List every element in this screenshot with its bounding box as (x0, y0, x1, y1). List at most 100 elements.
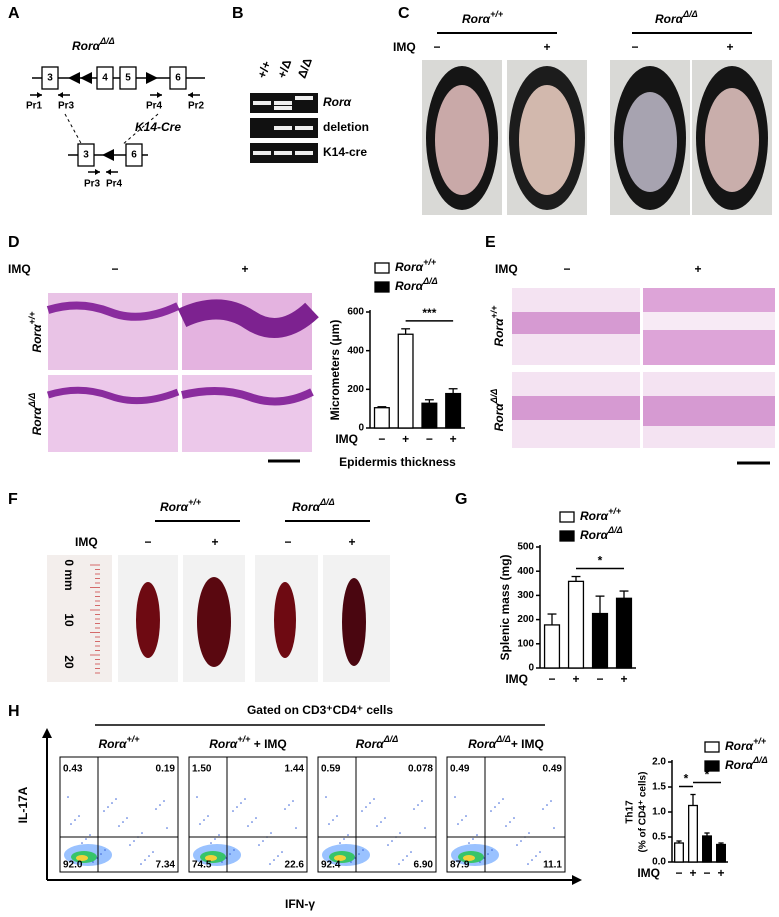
genotype-label: RorαΔ/Δ (292, 497, 335, 514)
event (417, 804, 419, 806)
event (210, 842, 212, 844)
legend-swatch (374, 262, 390, 274)
exon-label: 3 (83, 150, 89, 161)
event (505, 825, 507, 827)
y-tick-label: 200 (347, 384, 364, 395)
event (539, 851, 541, 853)
bar (373, 407, 390, 429)
legend-label: RorαΔ/Δ (580, 525, 623, 542)
genotype-sup: Δ/Δ (607, 525, 623, 535)
event (74, 819, 76, 821)
genotype-suffix: + IMQ (250, 737, 286, 751)
genotype-sup: +/+ (753, 736, 767, 746)
y-tick-label: 2.0 (652, 757, 666, 768)
event (380, 821, 382, 823)
treatment-label: IMQ (75, 535, 98, 549)
gel-band (253, 151, 271, 155)
quadrant-value: 92.4 (321, 860, 341, 871)
event (479, 861, 481, 863)
event (465, 815, 467, 817)
spleen (342, 578, 366, 666)
treatment-sign: + (348, 535, 355, 549)
gel-band (295, 126, 313, 130)
band-label: Rorα (323, 95, 352, 109)
event (531, 859, 533, 861)
epidermis (46, 301, 180, 321)
genotype-base: Rorα (725, 739, 754, 753)
exon (169, 66, 187, 90)
significance-label: *** (422, 306, 436, 320)
y-axis-label: Splenic mass (mg) (498, 554, 512, 660)
treatment-label: IMQ (393, 40, 416, 54)
quadrant-value: 1.50 (192, 764, 212, 775)
legend-label: Rorα+/+ (580, 506, 622, 523)
treatment-sign: − (284, 535, 291, 549)
event (225, 857, 227, 859)
quadrant-value: 0.49 (450, 764, 470, 775)
epidermis (177, 299, 319, 338)
legend-label: Rorα+/+ (395, 257, 437, 274)
x-axis-label: Epidermis thickness (339, 455, 456, 469)
y-tick-label: 0 (528, 663, 534, 674)
histology (48, 375, 178, 452)
event (413, 808, 415, 810)
event (258, 844, 260, 846)
density (205, 855, 217, 861)
treatment-sign: − (631, 40, 638, 54)
exon-label: 5 (125, 73, 131, 84)
arrow-head (42, 728, 52, 738)
genotype-sup: Δ/Δ (99, 36, 115, 46)
panel-label: D (8, 234, 20, 251)
treatment-sign: + (211, 535, 218, 549)
belly (705, 88, 759, 192)
event (325, 796, 327, 798)
y-tick-label: 200 (517, 614, 534, 625)
exon (41, 66, 59, 90)
y-tick-label: 1.0 (652, 807, 666, 818)
treatment-sign: + (694, 262, 701, 276)
quadrant-value: 0.49 (543, 764, 563, 775)
event (96, 857, 98, 859)
gel-band (274, 126, 292, 130)
bar (591, 612, 609, 669)
event (398, 863, 400, 865)
lane-label: Δ/Δ (295, 56, 315, 80)
treatment-sign: + (726, 40, 733, 54)
genotype-base: Rorα (395, 279, 424, 293)
gel-band (274, 101, 292, 105)
event (133, 840, 135, 842)
event (424, 827, 426, 829)
x-tick-label: − (675, 866, 682, 880)
event (269, 863, 271, 865)
x-tick-label: + (402, 432, 409, 446)
ruler (47, 555, 112, 682)
event (155, 808, 157, 810)
event (70, 823, 72, 825)
quadrant-value: 92.0 (63, 860, 83, 871)
event (85, 838, 87, 840)
event (221, 861, 223, 863)
event (284, 808, 286, 810)
event (373, 798, 375, 800)
event (152, 851, 154, 853)
treatment-sign: − (144, 535, 151, 549)
tissue (512, 396, 640, 420)
belly (519, 85, 575, 195)
event (362, 849, 364, 851)
genotype-sup: +/+ (423, 257, 437, 267)
event (229, 853, 231, 855)
event (144, 859, 146, 861)
genotype-sup: +/+ (27, 311, 37, 325)
event (288, 804, 290, 806)
event (140, 863, 142, 865)
exon-label: 3 (47, 73, 53, 84)
legend-label: RorαΔ/Δ (725, 755, 768, 772)
error-bar (571, 575, 581, 582)
event (354, 857, 356, 859)
event (107, 806, 109, 808)
event (262, 840, 264, 842)
y-tick-label: 400 (347, 345, 364, 356)
quadrant-value: 0.078 (408, 764, 433, 775)
genotype-sup: Δ/Δ (422, 276, 438, 286)
